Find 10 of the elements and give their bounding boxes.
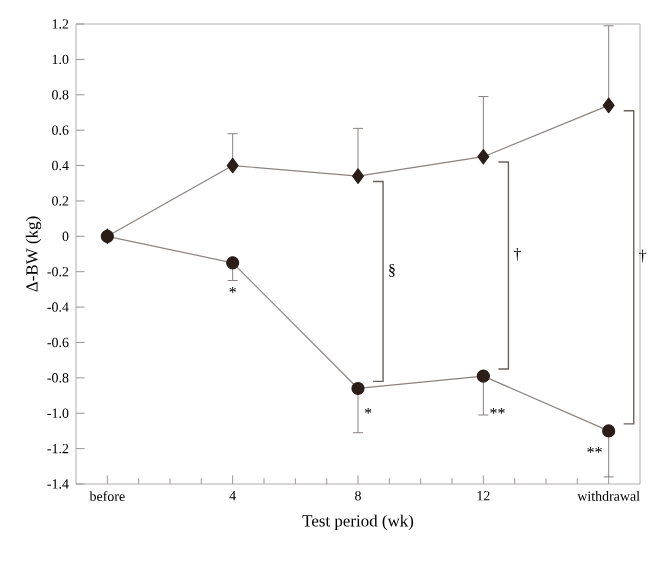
y-axis-title: Δ-BW (kg) <box>25 216 42 292</box>
point <box>602 97 615 114</box>
point <box>351 381 365 396</box>
point <box>476 369 490 383</box>
point <box>602 424 616 438</box>
point <box>352 168 364 184</box>
point <box>477 148 490 165</box>
x-axis-title: Test period (wk) <box>302 514 414 531</box>
point <box>226 256 240 270</box>
point <box>226 157 239 174</box>
